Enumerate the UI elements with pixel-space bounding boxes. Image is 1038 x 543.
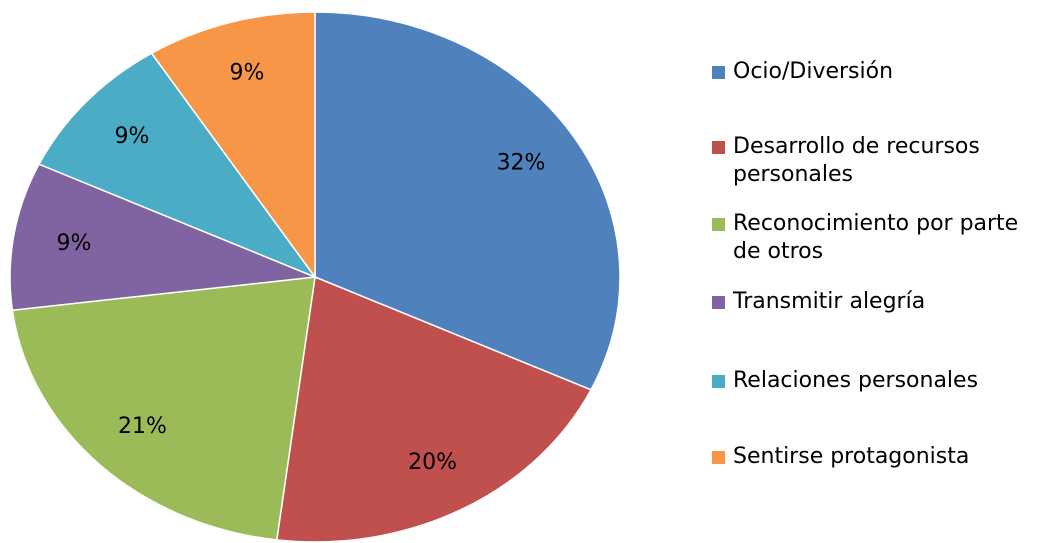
legend-label: Desarrollo de recursos personales	[733, 134, 980, 187]
legend-swatch	[712, 218, 725, 231]
legend-item: Ocio/Diversión	[712, 58, 1032, 86]
pie-slice	[11, 276, 316, 541]
pie-slice	[150, 11, 316, 280]
legend-swatch	[712, 296, 725, 309]
legend-item: Desarrollo de recursos personales	[712, 133, 1032, 189]
pie-slice	[275, 275, 593, 543]
data-label: 32%	[497, 150, 546, 175]
legend-label: Relaciones personales	[733, 368, 979, 393]
legend-label: Sentirse protagonista	[733, 444, 970, 469]
legend-item: Relaciones personales	[712, 367, 1032, 395]
pie-slice	[314, 11, 621, 391]
legend-label: Reconocimiento por parte de otros	[733, 211, 1019, 264]
legend-item: Sentirse protagonista	[712, 443, 1032, 471]
pie-slice	[9, 163, 316, 312]
legend-swatch	[712, 375, 725, 388]
pie: 32% 20% 21% 9% 9% 9%	[9, 11, 621, 543]
data-label: 9%	[115, 124, 150, 149]
data-label: 21%	[118, 414, 167, 439]
legend-swatch	[712, 451, 725, 464]
data-label: 9%	[57, 231, 92, 256]
legend-item: Transmitir alegría	[712, 288, 1032, 316]
legend-label: Ocio/Diversión	[733, 59, 894, 84]
pie-slice	[37, 52, 318, 279]
data-label: 9%	[229, 60, 264, 85]
legend-label: Transmitir alegría	[733, 289, 926, 314]
legend-item: Reconocimiento por parte de otros	[712, 210, 1032, 266]
legend-swatch	[712, 66, 725, 79]
data-label: 20%	[408, 450, 457, 475]
legend-swatch	[712, 141, 725, 154]
